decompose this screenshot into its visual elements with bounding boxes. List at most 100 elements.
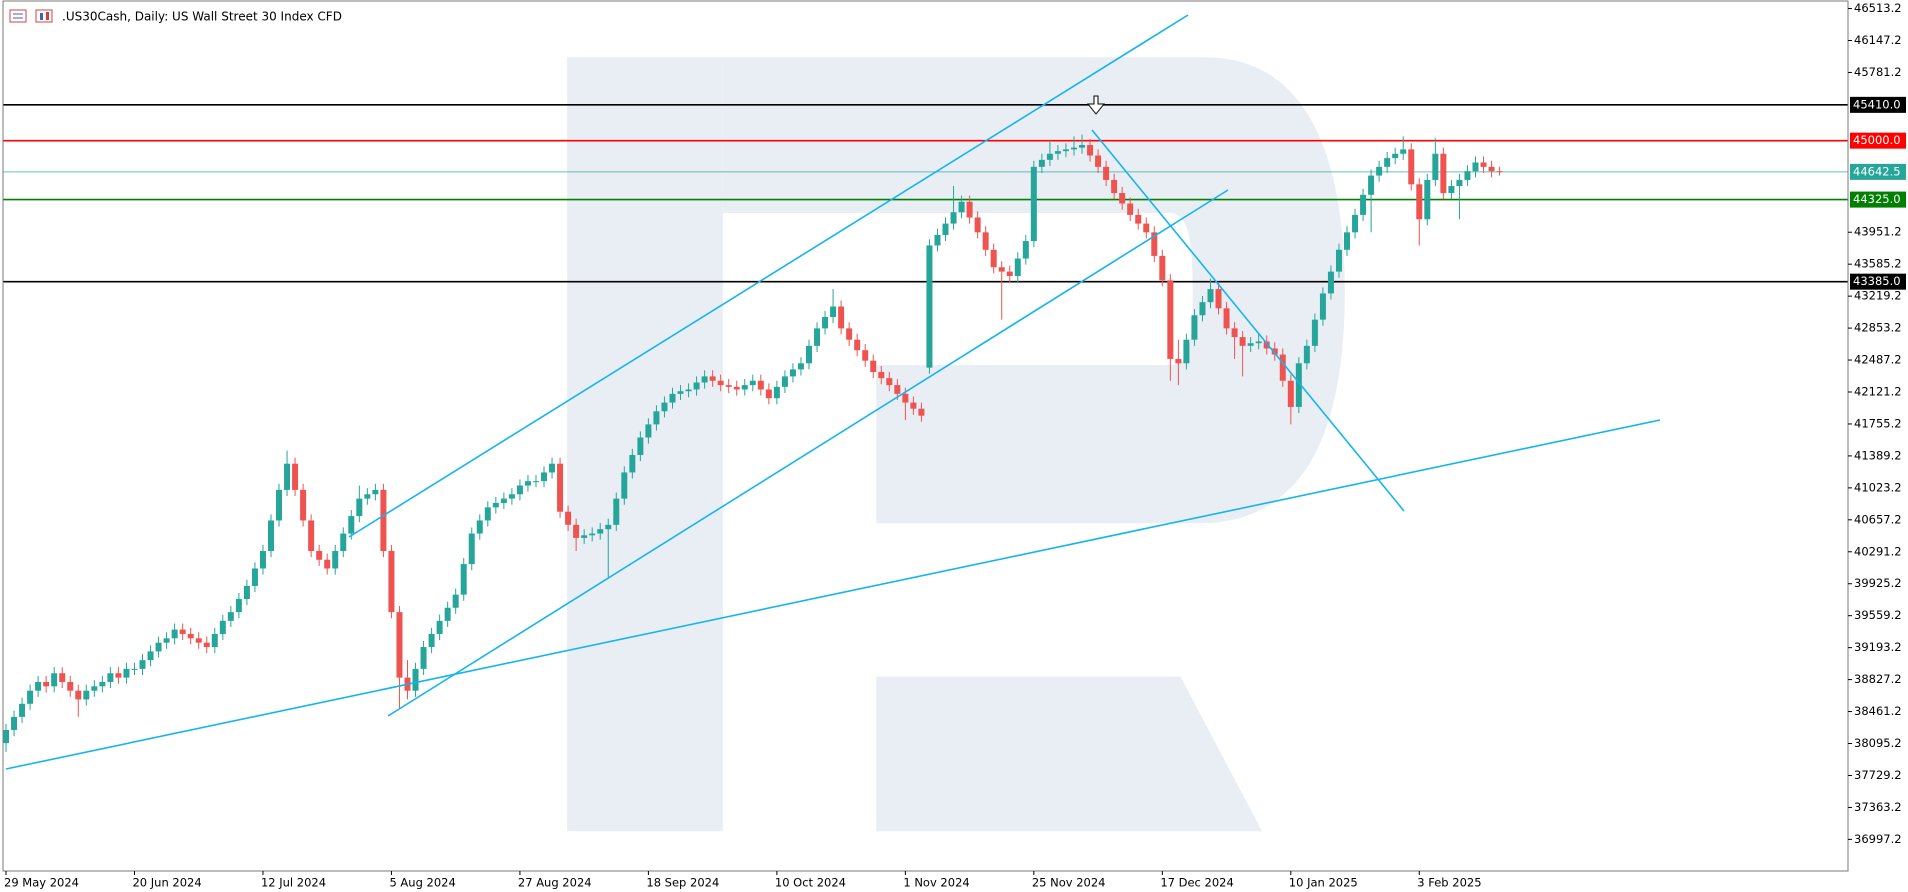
candle-body [11, 716, 18, 730]
candle-body [974, 217, 981, 233]
x-tick-label: 25 Nov 2024 [1032, 876, 1106, 890]
axes: 46513.2 46147.2 45781.2 43951.2 43585.2 43219… [4, 1, 1906, 890]
y-tick-label: 39193.2 [1854, 640, 1902, 654]
candle-body [51, 673, 58, 687]
candle-body [910, 402, 917, 409]
candle-body [1496, 171, 1503, 173]
candle-body [966, 201, 973, 218]
y-tick-label: 37363.2 [1854, 800, 1902, 814]
candle-body [412, 668, 419, 691]
candle-body [1488, 166, 1495, 172]
x-tick-label: 12 Jul 2024 [261, 876, 326, 890]
candle-body [1038, 159, 1045, 167]
candle-body [822, 317, 829, 329]
candle-body [573, 524, 580, 538]
y-tick-label: 41755.2 [1854, 416, 1902, 430]
x-tick-label: 10 Jan 2025 [1289, 876, 1358, 890]
candle-body [1191, 315, 1198, 340]
candle-body [163, 638, 170, 643]
candle-body [484, 507, 491, 521]
candle-body [1199, 302, 1206, 316]
y-tick-label: 38827.2 [1854, 672, 1902, 686]
candle-body [243, 585, 250, 600]
candle-body [372, 489, 379, 495]
y-tick-label: 37729.2 [1854, 768, 1902, 782]
icon [9, 9, 27, 23]
candle-body [308, 520, 315, 552]
candle-body [500, 498, 507, 503]
candle-body [444, 607, 451, 621]
candle-body [27, 690, 34, 704]
level-label-bg [1850, 132, 1906, 149]
candle-body [990, 249, 997, 268]
candle-body [187, 633, 194, 639]
candle-body [356, 498, 363, 517]
candle-body [19, 703, 26, 717]
x-tick-label: 27 Aug 2024 [518, 876, 592, 890]
y-tick-label: 39925.2 [1854, 576, 1902, 590]
candle-body [235, 599, 242, 613]
candle-body [340, 533, 347, 552]
candle-body [1247, 343, 1254, 346]
candle-body [1127, 203, 1134, 215]
candle-body [292, 463, 299, 490]
candle-body [476, 520, 483, 534]
candle-body [396, 612, 403, 678]
candle-body [1360, 194, 1367, 215]
candle-body [155, 642, 162, 652]
y-tick-label: 45781.2 [1854, 65, 1902, 79]
candle-body [717, 380, 724, 386]
candle-body [324, 559, 331, 569]
candle-body [605, 524, 612, 530]
candle-body [1368, 175, 1375, 195]
candle-body [1183, 339, 1190, 364]
candle-body [516, 485, 523, 495]
y-tick-label: 36997.2 [1854, 832, 1902, 846]
candle-body [1255, 341, 1262, 344]
candle-body [388, 551, 395, 613]
candle-body [749, 380, 756, 386]
level-label-bg [1850, 96, 1906, 113]
candle-body [468, 533, 475, 565]
candle-body [1143, 223, 1150, 233]
candle-body [1030, 166, 1037, 242]
trend-line [387, 189, 1229, 717]
candle-body [492, 502, 499, 508]
candle-body [645, 424, 652, 438]
candle-body [1231, 328, 1238, 338]
candle-body [741, 385, 748, 390]
candle-body [452, 594, 459, 608]
candle-body [1376, 166, 1383, 176]
x-tick-label: 3 Feb 2025 [1417, 876, 1481, 890]
watermark-stem [567, 57, 723, 832]
candle-body [227, 612, 234, 621]
arrow-marker [1086, 95, 1106, 115]
candle-body [789, 369, 796, 377]
y-tick-label: 46147.2 [1854, 33, 1902, 47]
candle-body [83, 690, 90, 700]
candle-body [1207, 289, 1214, 303]
candle-body [1416, 184, 1423, 220]
candle-body [765, 389, 772, 399]
candle-body [1159, 255, 1166, 281]
candle-body [557, 463, 564, 512]
candle-body [267, 520, 274, 552]
candle-body [508, 494, 515, 499]
candle-body [942, 223, 949, 235]
candle-body [428, 633, 435, 648]
candle-body [565, 511, 572, 525]
candle-body [532, 481, 539, 483]
candle-body [67, 681, 74, 691]
x-tick-label: 5 Aug 2024 [389, 876, 455, 890]
candle-body [797, 363, 804, 370]
candle-body [685, 389, 692, 392]
candle-body [139, 660, 146, 669]
candle-body [1472, 162, 1479, 172]
candle-body [677, 391, 684, 394]
icon-bar [46, 12, 49, 20]
trend-line [5, 419, 1661, 770]
candle-body [1448, 186, 1455, 194]
level-label: 45410.0 [1853, 97, 1901, 111]
candle-body [1054, 151, 1061, 154]
